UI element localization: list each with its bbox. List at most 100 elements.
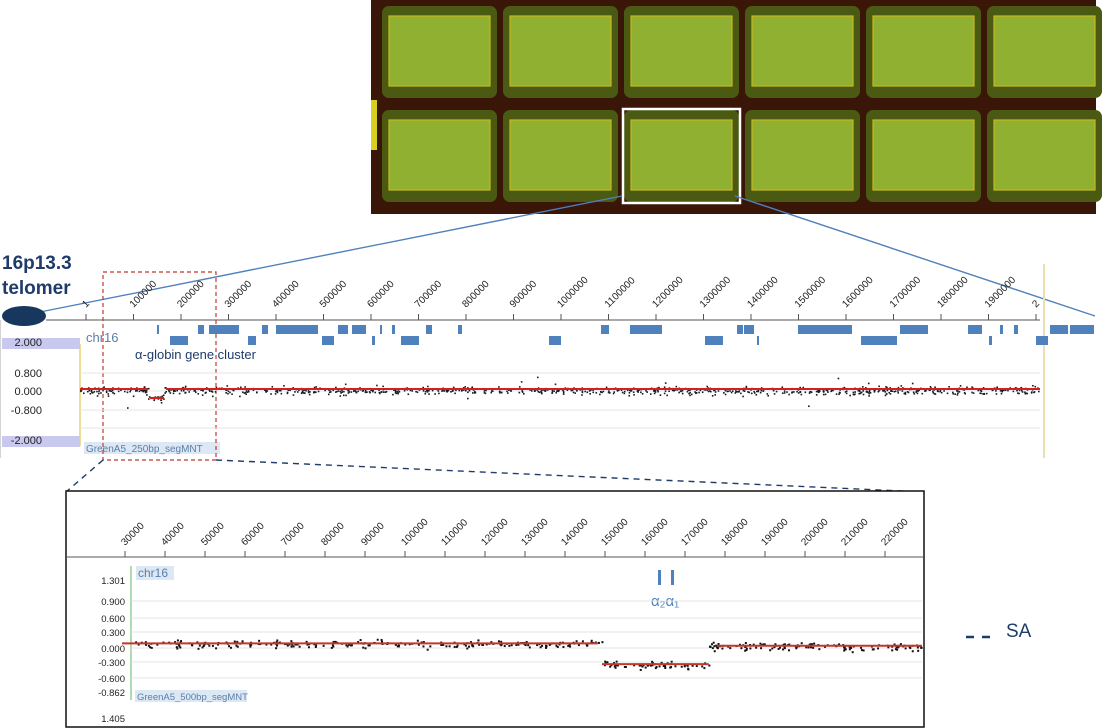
- lower-data-point: [744, 649, 747, 652]
- upper-data-point: [242, 391, 244, 394]
- upper-data-point: [551, 391, 554, 393]
- upper-data-point: [902, 387, 904, 389]
- upper-data-point: [983, 392, 985, 395]
- upper-data-point: [675, 385, 678, 388]
- upper-data-point: [336, 390, 338, 393]
- upper-data-point: [96, 390, 98, 393]
- lower-data-point: [305, 640, 308, 643]
- upper-data-point: [924, 390, 927, 392]
- lower-data-point: [749, 647, 752, 650]
- upper-data-point: [100, 392, 102, 394]
- upper-data-point: [694, 391, 696, 393]
- upper-data-point: [885, 386, 887, 388]
- lower-data-point: [174, 641, 177, 644]
- lower-data-point: [644, 666, 647, 669]
- upper-data-point: [144, 389, 146, 392]
- upper-data-point: [124, 390, 126, 393]
- upper-data-point: [729, 390, 731, 392]
- lower-plot-frame: [65, 490, 925, 728]
- upper-data-point: [424, 390, 427, 393]
- gene-block: [1050, 325, 1068, 334]
- upper-data-point: [409, 389, 412, 392]
- upper-data-point: [745, 386, 748, 389]
- upper-data-point: [1018, 389, 1021, 392]
- upper-data-point: [1025, 392, 1028, 395]
- upper-data-point: [424, 392, 427, 395]
- lower-data-point: [298, 645, 301, 648]
- lower-data-point: [217, 643, 220, 646]
- upper-data-point: [724, 393, 727, 396]
- upper-data-point: [858, 392, 860, 395]
- upper-data-point: [328, 389, 330, 391]
- upper-data-point: [959, 385, 962, 387]
- lower-data-point: [569, 645, 572, 648]
- chip-array-edge: [388, 15, 491, 87]
- lower-data-point: [536, 644, 539, 647]
- upper-data-point: [544, 389, 546, 392]
- upper-tick-label: 1100000: [603, 275, 638, 310]
- upper-data-point: [113, 392, 116, 395]
- chip-array-field: [752, 120, 853, 190]
- upper-data-point: [605, 386, 608, 389]
- chip-array-edge: [872, 15, 975, 87]
- upper-data-point: [572, 391, 575, 394]
- upper-data-point: [562, 390, 565, 392]
- upper-data-point: [995, 393, 998, 395]
- chip-array-field: [389, 120, 490, 190]
- lower-data-point: [590, 639, 593, 642]
- upper-data-point: [600, 391, 602, 393]
- upper-data-point: [301, 391, 304, 393]
- lower-data-point: [472, 645, 475, 648]
- upper-data-point: [240, 386, 242, 389]
- upper-data-point: [300, 392, 303, 395]
- upper-tick-label: 2: [1030, 298, 1042, 310]
- upper-data-point: [135, 390, 137, 392]
- gene-block: [322, 336, 334, 345]
- lower-data-point: [783, 643, 786, 646]
- upper-data-point: [743, 390, 746, 392]
- upper-data-point: [464, 386, 467, 388]
- lower-data-point: [482, 643, 485, 646]
- upper-data-point: [90, 390, 93, 392]
- lower-data-point: [265, 643, 268, 646]
- upper-data-point: [894, 390, 897, 393]
- upper-data-point: [271, 385, 274, 388]
- upper-data-point: [555, 391, 558, 394]
- lower-data-point: [135, 641, 138, 644]
- chip-array-edge: [993, 119, 1096, 191]
- upper-data-point: [890, 389, 892, 392]
- upper-data-point: [714, 394, 716, 396]
- lower-data-point: [663, 664, 666, 667]
- lower-data-point: [614, 664, 617, 667]
- upper-data-point: [1024, 392, 1027, 395]
- lower-data-point: [877, 647, 880, 650]
- lower-data-point: [687, 668, 690, 671]
- lower-data-point: [917, 649, 920, 652]
- gene-block: [380, 325, 382, 334]
- gene-block: [170, 336, 188, 345]
- lower-data-point: [662, 665, 665, 668]
- upper-data-point: [411, 390, 414, 392]
- lower-data-point: [872, 648, 875, 651]
- upper-data-point: [996, 386, 999, 389]
- lower-data-point: [721, 647, 724, 650]
- chip-array-edge: [388, 119, 491, 191]
- upper-data-point: [521, 391, 524, 393]
- lower-data-point: [843, 647, 846, 650]
- lower-data-point: [807, 646, 810, 649]
- upper-data-point: [781, 392, 784, 394]
- lower-data-point: [441, 643, 444, 646]
- lower-data-point: [233, 640, 236, 643]
- upper-data-point: [897, 386, 900, 389]
- lower-data-point: [712, 641, 715, 644]
- upper-data-point: [460, 390, 463, 392]
- upper-data-point: [581, 394, 583, 396]
- lower-data-point: [745, 649, 748, 652]
- lower-data-point: [664, 666, 667, 669]
- upper-data-point: [335, 386, 337, 389]
- lower-data-point: [368, 644, 371, 647]
- upper-data-point: [132, 395, 135, 398]
- lower-data-point: [646, 664, 649, 667]
- upper-data-point: [372, 390, 374, 393]
- lower-data-point: [788, 643, 791, 646]
